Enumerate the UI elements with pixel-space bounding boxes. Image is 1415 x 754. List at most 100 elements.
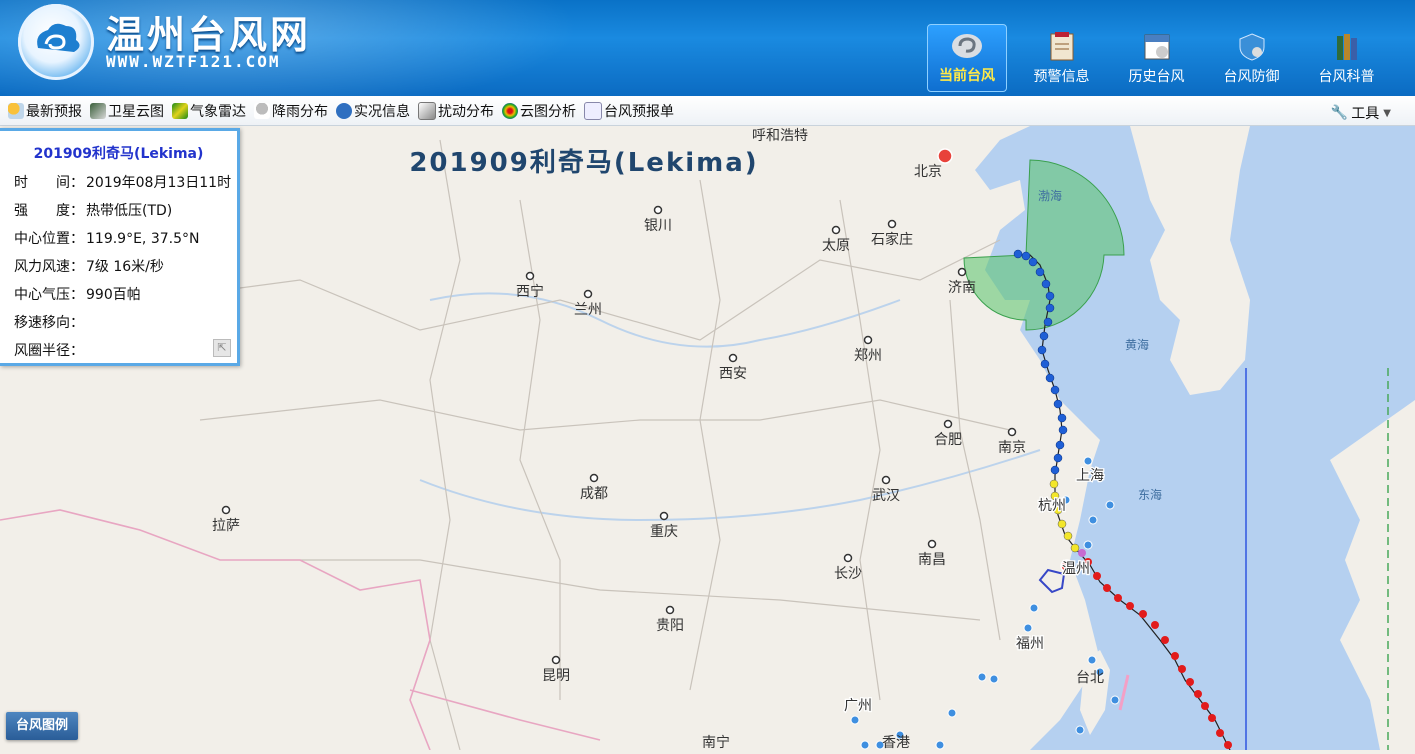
city-label: 杭州 — [1038, 498, 1066, 514]
city-dot — [863, 335, 873, 345]
cloud-analysis-icon — [502, 102, 518, 119]
books-icon — [1336, 34, 1357, 60]
radar-icon — [172, 102, 188, 119]
nav-history-typhoon[interactable]: 历史台风 — [1109, 24, 1204, 92]
city-label: 郑州 — [854, 348, 882, 364]
info-label: 风力风速： — [14, 259, 84, 275]
city-label: 武汉 — [872, 488, 900, 504]
toolbar-forecast-report[interactable]: 台风预报单 — [584, 101, 674, 121]
nav-current-typhoon[interactable]: 当前台风 — [927, 24, 1007, 92]
city-label: 南昌 — [918, 552, 946, 568]
city-dot — [1007, 427, 1017, 437]
sun-cloud-icon — [8, 102, 24, 119]
info-value: 2019年08月13日11时 — [86, 175, 232, 191]
city-dot — [653, 205, 663, 215]
city-dot — [957, 267, 967, 277]
city-label: 昆明 — [542, 668, 570, 684]
typhoon-legend-button[interactable]: 台风图例 — [6, 712, 78, 740]
city-dot — [927, 539, 937, 549]
city-dot — [887, 219, 897, 229]
site-title[interactable]: 温州台风网 — [106, 12, 312, 57]
toolbar-rainfall[interactable]: 降雨分布 — [254, 101, 328, 121]
city-label: 广州 — [844, 698, 872, 714]
city-label: 兰州 — [574, 302, 602, 318]
toolbar-disturbance[interactable]: 扰动分布 — [418, 101, 494, 121]
city-dot — [551, 655, 561, 665]
city-label: 合肥 — [934, 432, 962, 448]
city-label: 太原 — [822, 238, 850, 254]
toolbar-label: 卫星云图 — [108, 103, 164, 120]
border-line — [0, 509, 431, 751]
toolbar-label: 气象雷达 — [190, 103, 246, 120]
info-row-movement: 移速移向： — [0, 309, 237, 337]
city-dot — [589, 473, 599, 483]
satellite-image-icon — [90, 102, 106, 119]
live-info-icon — [336, 102, 352, 119]
toolbar-label: 实况信息 — [354, 103, 410, 120]
city-dot — [665, 605, 675, 615]
shield-icon — [1239, 33, 1264, 61]
wind-circle — [963, 159, 1125, 331]
toolbar-live-info[interactable]: 实况信息 — [336, 101, 410, 121]
info-row-time: 时 间： 2019年08月13日11时 — [0, 169, 237, 197]
sea-label: 东海 — [1138, 487, 1162, 502]
nav-label: 预警信息 — [1033, 69, 1090, 85]
rain-cloud-icon — [254, 102, 270, 119]
site-header: 温州台风网 WWW.WZTF121.COM 当前台风 预警信息 历史台风 台风防… — [0, 0, 1415, 96]
track-points-sty[interactable] — [1084, 558, 1232, 749]
station-dots[interactable] — [850, 456, 1120, 750]
city-dot — [843, 553, 853, 563]
korea-land — [1130, 126, 1250, 395]
sea-label: 黄海 — [1125, 337, 1149, 352]
calendar-icon — [1144, 34, 1169, 60]
toolbar-latest-forecast[interactable]: 最新预报 — [8, 101, 82, 121]
info-label: 时 间： — [14, 175, 84, 191]
toolbar-satellite[interactable]: 卫星云图 — [90, 101, 164, 121]
track-point-sts[interactable] — [1078, 549, 1086, 557]
track-points-ts[interactable] — [1049, 479, 1080, 553]
toolbar-radar[interactable]: 气象雷达 — [172, 101, 246, 121]
toolbar-cloud-analysis[interactable]: 云图分析 — [502, 101, 576, 121]
nav-typhoon-science[interactable]: 台风科普 — [1299, 24, 1394, 92]
city-label: 南宁 — [702, 734, 730, 750]
info-value: 990百帕 — [86, 287, 141, 303]
tools-dropdown[interactable]: 🔧 工具 ▼ — [1331, 103, 1391, 123]
wenzhou-marker — [1060, 559, 1074, 573]
track-points-td[interactable] — [1013, 249, 1068, 475]
typhoon-icon — [952, 34, 982, 58]
info-value: 7级 16米/秒 — [86, 259, 164, 275]
nav-label: 台风科普 — [1318, 69, 1375, 85]
beijing-marker — [937, 148, 953, 164]
nav-typhoon-defense[interactable]: 台风防御 — [1204, 24, 1299, 92]
city-label: 温州 — [1062, 561, 1090, 577]
info-label: 风圈半径： — [14, 343, 84, 359]
city-dot — [659, 511, 669, 521]
city-label: 台北 — [1076, 670, 1104, 686]
toolbar: 最新预报 卫星云图 气象雷达 降雨分布 实况信息 扰动分布 云图分析 台风预报单… — [0, 96, 1415, 126]
resize-icon[interactable]: ⇱ — [213, 339, 231, 357]
info-label: 中心气压： — [14, 287, 84, 303]
top-nav: 当前台风 预警信息 历史台风 台风防御 台风科普 — [920, 24, 1394, 92]
tools-label: 工具 — [1351, 106, 1380, 122]
typhoon-map[interactable]: 呼和浩特 北京 银川 太原 石家庄 济南 西宁 兰州 郑州 西安 合肥 南京 上海 杭州 成都 重庆 武汉 拉萨长… — [0, 126, 1415, 751]
info-row-pressure: 中心气压： 990百帕 — [0, 281, 237, 309]
city-label: 石家庄 — [871, 231, 913, 248]
info-label: 强 度： — [14, 203, 84, 219]
city-label: 北京 — [914, 164, 942, 180]
toolbar-label: 扰动分布 — [438, 103, 494, 120]
map-title: 201909利奇马(Lekima) — [409, 148, 759, 178]
warning-doc-icon — [1050, 32, 1073, 61]
toolbar-label: 台风预报单 — [604, 103, 674, 120]
nav-label: 台风防御 — [1223, 69, 1280, 85]
nav-warning-info[interactable]: 预警信息 — [1014, 24, 1109, 92]
city-dot — [728, 353, 738, 363]
logo-icon[interactable] — [18, 4, 94, 80]
site-url: WWW.WZTF121.COM — [106, 52, 281, 71]
city-label: 拉萨 — [212, 518, 240, 534]
city-label: 济南 — [948, 280, 976, 296]
wrench-icon: 🔧 — [1330, 105, 1349, 121]
city-dot — [221, 505, 231, 515]
city-label: 香港 — [882, 735, 910, 750]
